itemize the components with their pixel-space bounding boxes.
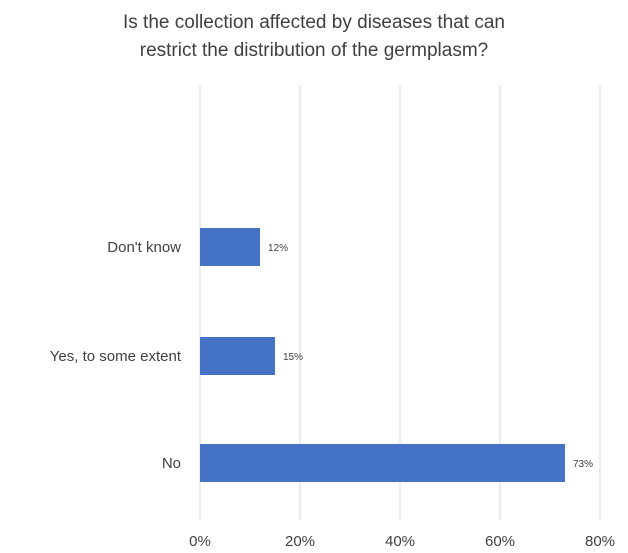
x-tick-label: 60%	[485, 533, 515, 550]
bar	[200, 337, 275, 375]
data-labels: 12% 15% 73%	[268, 243, 593, 470]
chart-title-line-1: Is the collection affected by diseases t…	[123, 12, 505, 33]
chart-title-line-2: restrict the distribution of the germpla…	[140, 40, 489, 61]
bars	[200, 228, 565, 482]
x-tick-label: 20%	[285, 533, 315, 550]
data-label: 15%	[283, 352, 303, 363]
x-tick-label: 40%	[385, 533, 415, 550]
category-label: Yes, to some extent	[50, 348, 182, 365]
bar	[200, 444, 565, 482]
category-label: No	[162, 455, 181, 472]
x-tick-label: 0%	[189, 533, 211, 550]
data-label: 73%	[573, 459, 593, 470]
category-label: Don't know	[107, 239, 181, 256]
category-labels: Don't know Yes, to some extent No	[50, 239, 182, 472]
x-axis-tick-labels: 0% 20% 40% 60% 80%	[189, 533, 615, 550]
bar	[200, 228, 260, 266]
data-label: 12%	[268, 243, 288, 254]
chart-title: Is the collection affected by diseases t…	[123, 12, 505, 61]
x-tick-label: 80%	[585, 533, 615, 550]
